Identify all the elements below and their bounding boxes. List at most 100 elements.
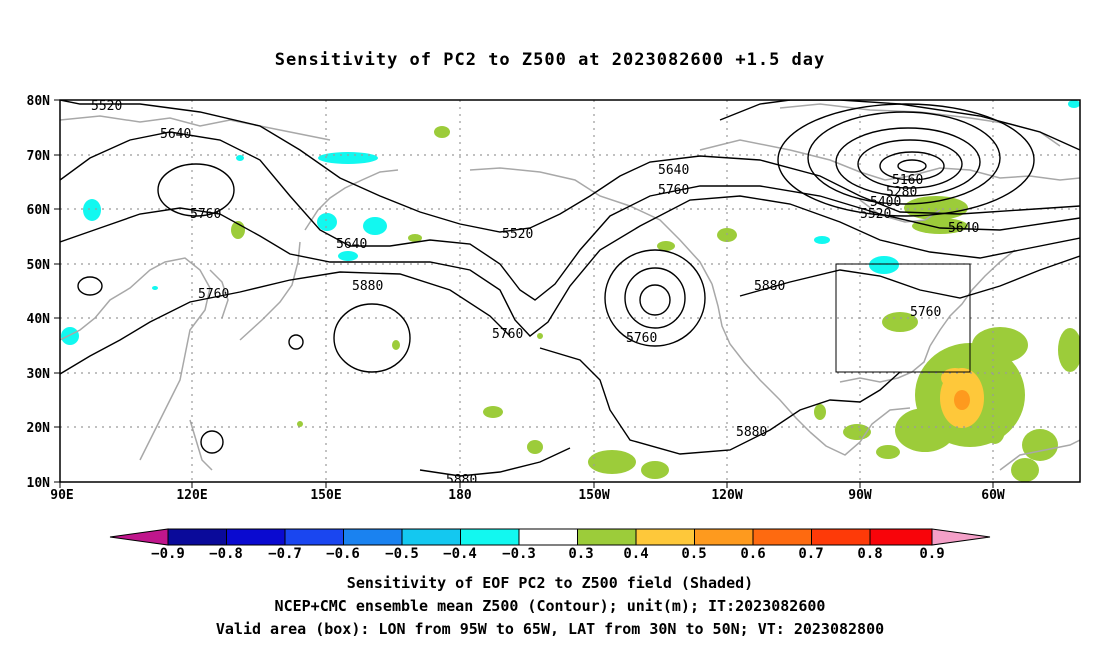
pos-patch: [434, 126, 450, 138]
colorbar-cell: [811, 528, 871, 546]
colorbar-cell: [577, 528, 637, 546]
colorbar-label: −0.9: [151, 546, 185, 562]
contour-low-8: [719, 100, 791, 121]
caption-valid-area: Valid area (box): LON from 95W to 65W, L…: [215, 620, 885, 638]
pos-patch: [657, 241, 675, 251]
contour-label: 5760: [492, 327, 523, 342]
grid: [60, 100, 1080, 482]
map-title: Sensitivity of PC2 to Z500 at 2023082600…: [274, 50, 826, 70]
contour-5880-west: [60, 271, 511, 375]
contour-label: 5520: [502, 227, 533, 242]
coast-canada: [699, 139, 1080, 181]
colorbar-label: 0.3: [568, 546, 593, 562]
coast-gulf: [839, 345, 931, 383]
neg-patch: [61, 327, 79, 345]
sensitivity-shading: [61, 100, 1080, 482]
coast-asia: [60, 257, 211, 461]
colorbar-label: −0.7: [268, 546, 302, 562]
contour-5880-mid: [539, 347, 901, 455]
colorbar-high-arrow: [931, 528, 991, 546]
colorbar-cell: [167, 528, 227, 546]
lat-label: 40N: [27, 312, 51, 327]
pos-patch: [814, 404, 826, 420]
pos-patch: [392, 340, 400, 350]
pos-patch: [1011, 458, 1039, 482]
colorbar-cell: [401, 528, 461, 546]
colorbar-cell: [284, 528, 344, 546]
caption-shading: Sensitivity of EOF PC2 to Z500 field (Sh…: [346, 574, 754, 592]
contour-label: 5640: [336, 237, 367, 252]
contour-label: 5640: [658, 163, 689, 178]
lon-label: 180: [448, 488, 472, 503]
contour-5760-high2: [604, 249, 706, 347]
lat-label: 60N: [27, 203, 51, 218]
neg-patch: [363, 217, 387, 235]
pos-patch: [483, 406, 503, 418]
pos-patch: [641, 461, 669, 479]
contour-5640: [60, 131, 1080, 301]
colorbar-cell: [226, 528, 286, 546]
lon-label: 90W: [848, 488, 872, 503]
lat-label: 80N: [27, 94, 51, 109]
coast-westus: [711, 283, 811, 433]
neg-patch: [152, 286, 158, 290]
colorbar-label: 0.5: [681, 546, 706, 562]
lon-label: 150W: [578, 488, 609, 503]
coast-mexico: [809, 407, 911, 456]
colorbar-cell: [752, 528, 812, 546]
colorbar-label: −0.8: [209, 546, 243, 562]
contour-5760: [60, 195, 1080, 337]
colorbar-label: 0.4: [623, 546, 648, 562]
pos-patch: [882, 312, 918, 332]
contour-label: 5640: [160, 127, 191, 142]
pos-patch: [1058, 328, 1080, 372]
lat-label: 70N: [27, 149, 51, 164]
neg-patch: [1068, 100, 1080, 108]
colorbar-cell: [343, 528, 403, 546]
lat-label: 50N: [27, 258, 51, 273]
contour-label: 5760: [910, 305, 941, 320]
lat-labels: 80N 70N 60N 50N 40N 30N 20N 10N: [27, 94, 51, 491]
pos-patch: [408, 234, 422, 242]
pos-patch: [537, 333, 543, 339]
lon-label: 150E: [310, 488, 341, 503]
colorbar-label: 0.8: [857, 546, 882, 562]
neg-patch: [83, 199, 101, 221]
contour-5880-high: [333, 303, 411, 373]
contour-label: 5520: [860, 207, 891, 222]
colorbar-label: −0.4: [443, 546, 477, 562]
neg-patch: [814, 236, 830, 244]
neg-patch: [338, 251, 358, 261]
pos-patch: [985, 416, 1005, 444]
contour-small: [288, 334, 304, 350]
ticks: [54, 99, 994, 488]
contour-low-2: [879, 151, 945, 181]
coast-kamchatka: [304, 169, 399, 231]
pos-patch: [941, 368, 969, 388]
colorbar-label: −0.6: [326, 546, 360, 562]
contour-label: 5160: [892, 173, 923, 188]
neg-patch: [869, 256, 899, 274]
contour-label: 5760: [198, 287, 229, 302]
pos-patch: [895, 408, 955, 452]
contour-5760-low: [157, 163, 235, 217]
contour-label: 5760: [658, 183, 689, 198]
lon-label: 120W: [711, 488, 742, 503]
pos-patch: [588, 450, 636, 474]
valid-area-box: [835, 263, 971, 373]
coast-eastus: [929, 249, 1016, 347]
colorbar-cell: [460, 528, 520, 546]
coast-siberia: [60, 115, 331, 141]
contour-label: 5880: [754, 279, 785, 294]
lon-label: 60W: [981, 488, 1005, 503]
contour-5880-high2: [624, 267, 686, 329]
pos-patch: [954, 390, 970, 410]
colorbar-low-arrow: [109, 528, 169, 546]
contour-low-6: [777, 103, 1035, 217]
contour-small: [77, 276, 103, 296]
contour-5760-low3: [639, 284, 671, 316]
colorbar-label: −0.3: [502, 546, 536, 562]
plot-frame: [59, 99, 1081, 483]
coast-islands: [189, 419, 213, 471]
